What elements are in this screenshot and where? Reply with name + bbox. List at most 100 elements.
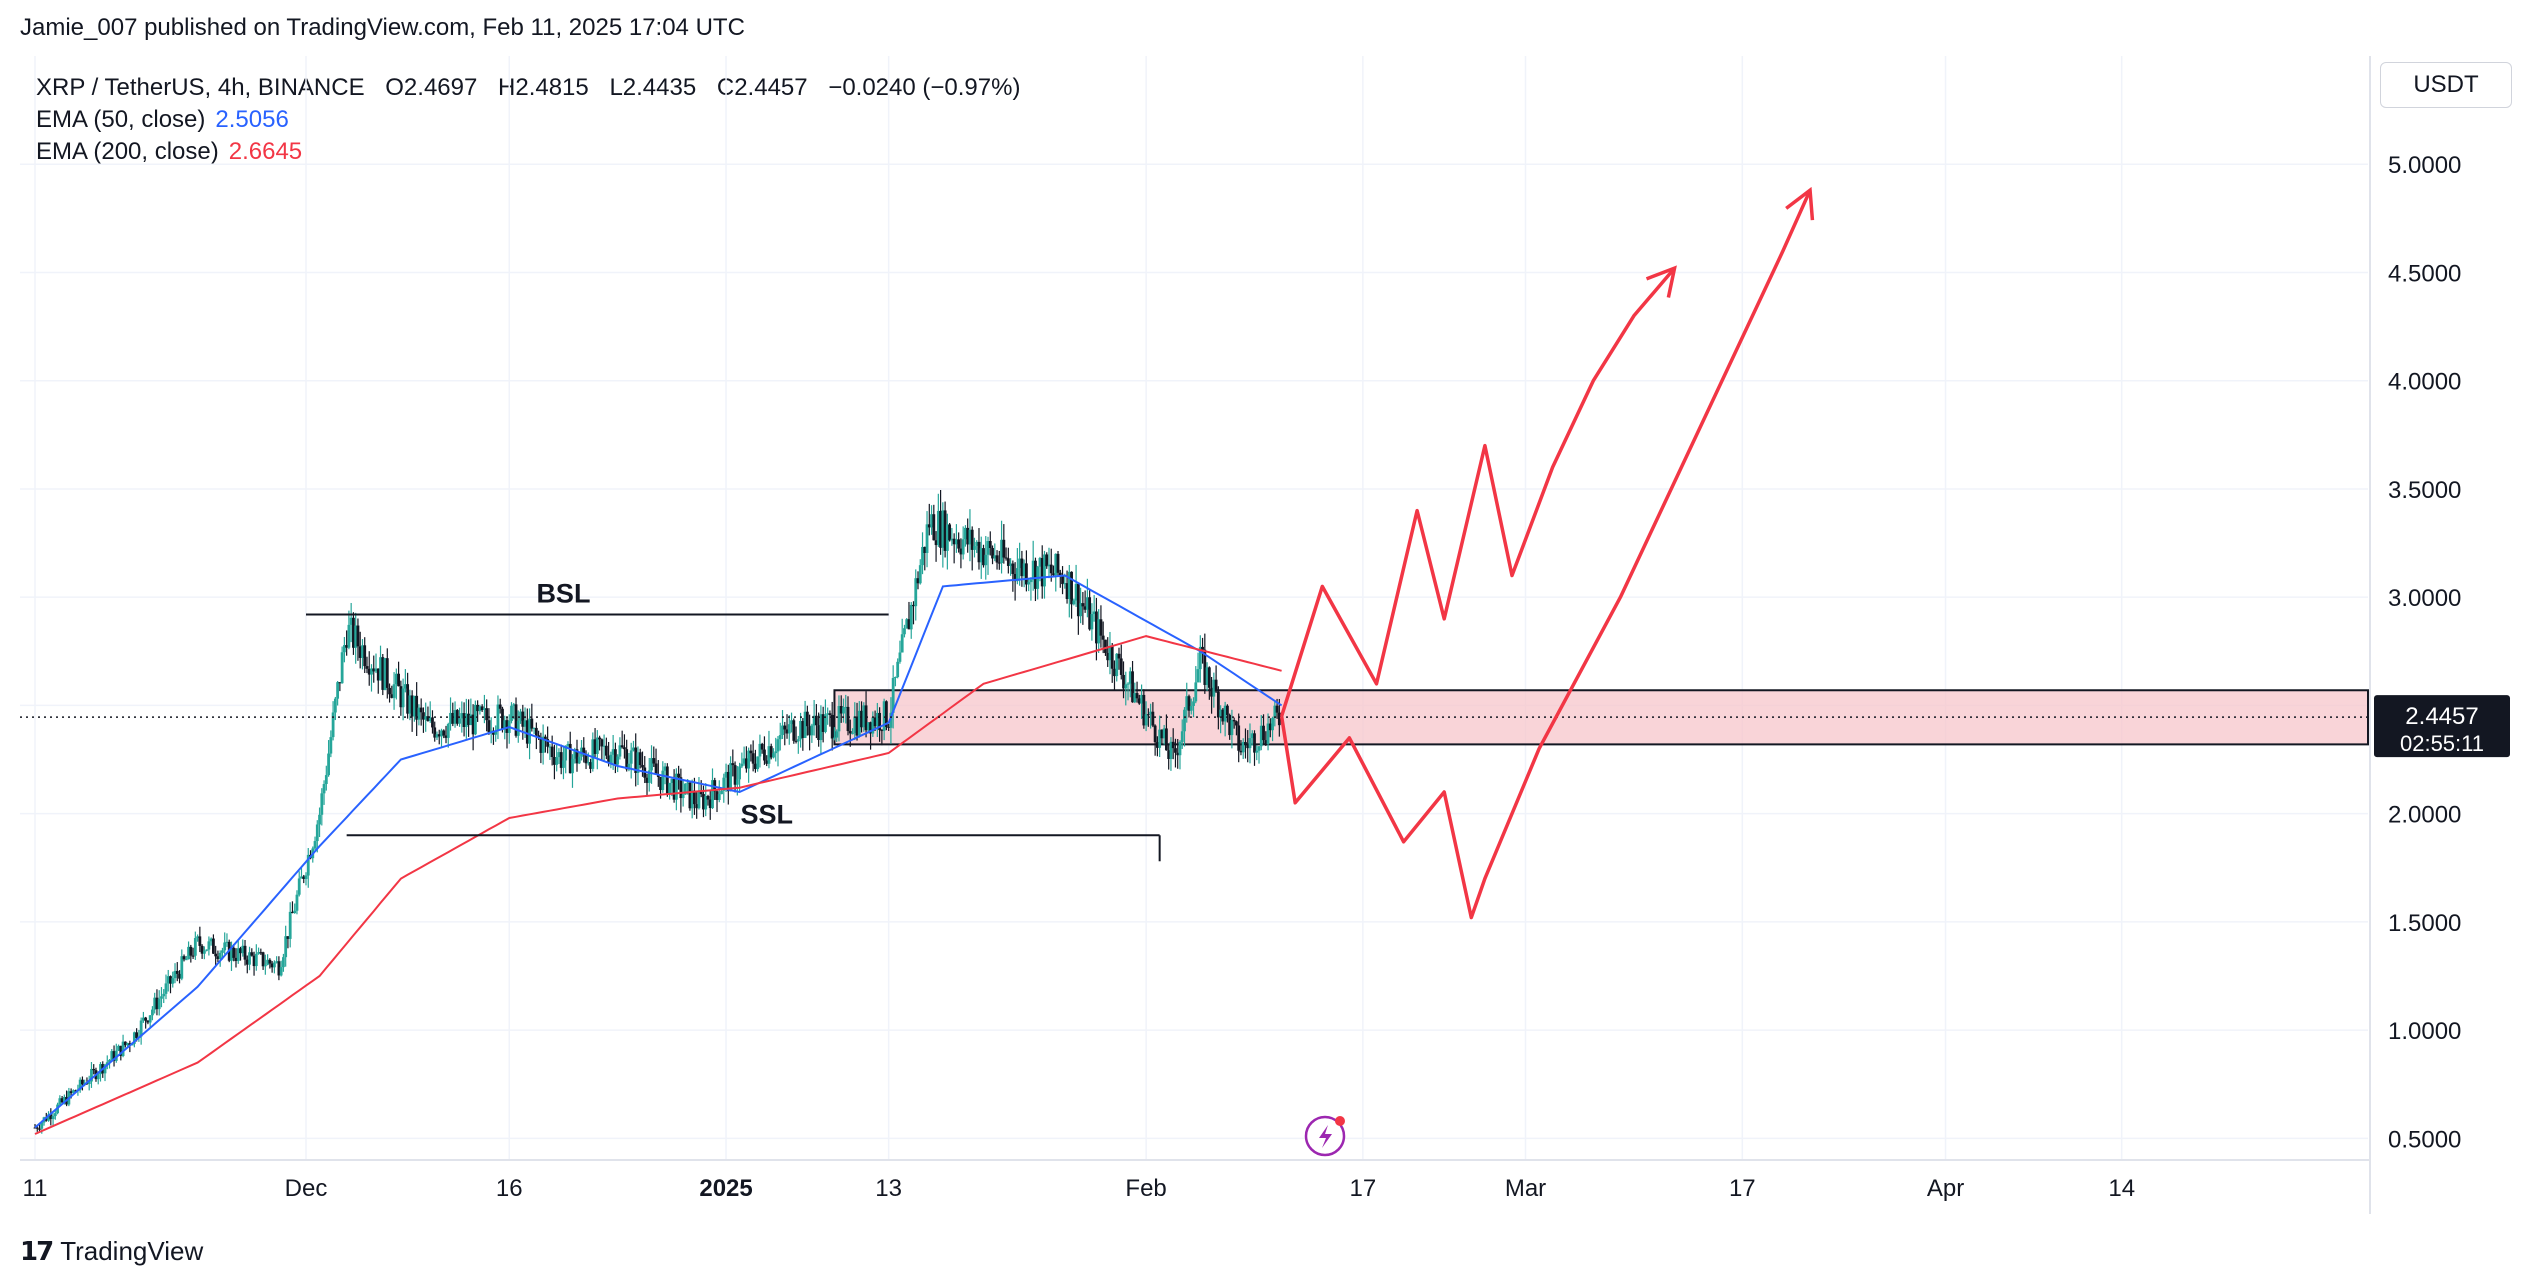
candle-body: [763, 749, 766, 761]
candle-body: [417, 707, 421, 720]
candle-body: [403, 684, 407, 689]
candle-body: [245, 959, 249, 965]
candle-body: [534, 727, 538, 736]
candle-body: [941, 510, 945, 548]
candle-body: [792, 720, 796, 741]
x-tick-label: 11: [23, 1175, 48, 1202]
candle-body: [891, 677, 895, 713]
candle-body: [699, 790, 703, 795]
candle-body: [794, 740, 798, 742]
candle-body: [1090, 614, 1094, 630]
candle-body: [1180, 731, 1184, 742]
candle-body: [731, 763, 735, 766]
candle-body: [117, 1045, 120, 1051]
candle-body: [390, 694, 394, 698]
projection-path-1[interactable]: [1279, 266, 1676, 717]
candle-body: [645, 777, 649, 783]
candle-body: [894, 677, 897, 679]
candle-body: [1085, 597, 1089, 610]
candle-body: [162, 993, 166, 997]
currency-button[interactable]: USDT: [2380, 62, 2512, 108]
candle-body: [1266, 723, 1270, 744]
candle-body: [433, 727, 437, 738]
candle-body: [345, 645, 349, 648]
arrowhead-icon: [1785, 186, 1815, 221]
candle-body: [738, 766, 741, 780]
candle-body: [53, 1113, 57, 1117]
candle-body: [1083, 606, 1087, 610]
candle-body: [1133, 693, 1137, 703]
candle-body: [370, 668, 373, 675]
projection-path-2[interactable]: [1279, 189, 1812, 920]
candle-body: [153, 997, 157, 1010]
candle-body: [435, 734, 439, 738]
grid-lines: [20, 56, 2368, 1160]
candle-body: [279, 967, 283, 976]
candle-body: [424, 716, 428, 720]
candle-body: [358, 646, 362, 658]
candle-body: [514, 704, 518, 736]
candle-body: [38, 1128, 41, 1130]
candle-body: [234, 957, 238, 961]
candle-body: [1219, 709, 1223, 718]
candle-body: [268, 959, 272, 964]
candle-body: [175, 970, 179, 974]
y-tick-label: 2.0000: [2388, 802, 2461, 829]
candle-body: [977, 541, 981, 563]
candle-body: [354, 625, 358, 648]
candle-body: [679, 777, 683, 799]
candle-body: [212, 938, 215, 954]
candle-body: [498, 704, 502, 709]
publisher-caption: Jamie_007 published on TradingView.com, …: [20, 14, 745, 41]
candle-body: [92, 1068, 96, 1071]
candle-body: [964, 527, 967, 540]
candle-body: [1160, 729, 1164, 739]
candle-body: [564, 745, 568, 761]
candle-body: [1189, 705, 1193, 711]
x-tick-label: 14: [2108, 1175, 2135, 1202]
candle-body: [566, 743, 570, 746]
liquidity-zone-box[interactable]: [833, 689, 2370, 746]
tradingview-logo[interactable]: 𝟭𝟳 TradingView: [20, 1236, 203, 1267]
candle-body: [984, 554, 988, 566]
y-tick-label: 4.0000: [2388, 369, 2461, 396]
candle-body: [406, 684, 410, 714]
candle-body: [961, 539, 965, 555]
candle-body: [1056, 553, 1060, 573]
ema200-row[interactable]: EMA (200, close) 2.6645: [36, 136, 1020, 168]
candle-body: [1205, 667, 1209, 685]
candle-body: [243, 945, 247, 960]
candle-body: [810, 725, 814, 736]
candle-body: [842, 707, 845, 714]
candle-body: [609, 754, 613, 763]
candle-body: [437, 734, 441, 737]
candle-body: [1049, 564, 1053, 574]
candle-body: [426, 716, 430, 721]
symbol-title[interactable]: XRP / TetherUS, 4h, BINANCE: [36, 74, 365, 101]
candle-body: [769, 746, 773, 758]
candle-body: [1081, 603, 1085, 607]
candle-body: [604, 745, 608, 756]
candle-body: [1009, 563, 1012, 566]
candle-body: [1203, 649, 1207, 685]
candle-body: [1106, 652, 1110, 661]
candle-body: [263, 964, 267, 967]
candle-body: [988, 541, 992, 548]
candle-body: [69, 1091, 73, 1094]
candle-body: [516, 720, 520, 736]
candle-body: [950, 538, 954, 541]
x-tick-label: 2025: [699, 1175, 752, 1202]
candle-body: [686, 782, 690, 784]
candle-body: [973, 545, 976, 550]
candle-body: [135, 1032, 139, 1038]
symbol-row: XRP / TetherUS, 4h, BINANCE O2.4697 H2.4…: [36, 72, 1020, 104]
ssl-label: SSL: [740, 799, 793, 829]
candle-body: [1268, 723, 1272, 731]
candle-body: [833, 737, 836, 739]
candle-body: [1031, 560, 1035, 580]
candle-body: [1025, 563, 1028, 585]
ema50-row[interactable]: EMA (50, close) 2.5056: [36, 104, 1020, 136]
x-tick-label: 17: [1729, 1175, 1756, 1202]
candle-body: [60, 1098, 64, 1103]
